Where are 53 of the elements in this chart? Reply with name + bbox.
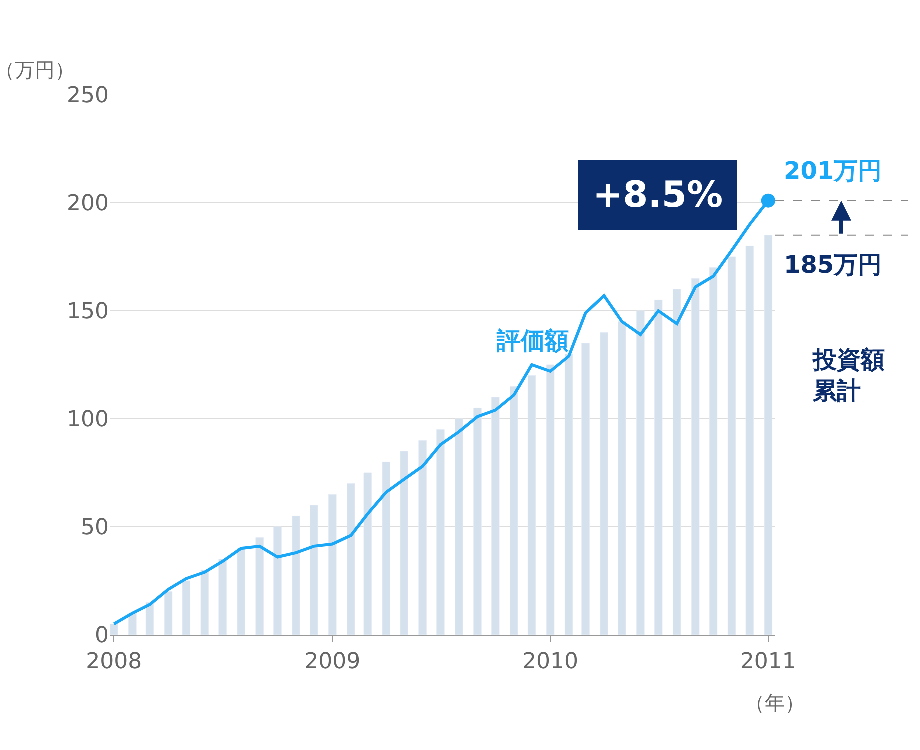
bar xyxy=(182,580,191,635)
bar xyxy=(654,300,663,635)
bar xyxy=(764,235,773,635)
bar xyxy=(328,494,337,635)
bar xyxy=(128,613,137,635)
bar xyxy=(728,256,736,635)
bar xyxy=(546,364,555,635)
y-tick-label: 150 xyxy=(67,300,109,325)
bar xyxy=(364,472,372,635)
annotation: +8.5% xyxy=(593,175,724,216)
bar xyxy=(274,526,282,635)
bar xyxy=(691,278,700,635)
bar xyxy=(510,386,518,635)
bar xyxy=(200,570,210,635)
y-tick-label: 50 xyxy=(81,516,109,541)
bar xyxy=(400,451,408,635)
bar xyxy=(618,322,626,635)
ref-line-label: 201万円 xyxy=(784,157,882,185)
bar xyxy=(418,440,427,635)
bar xyxy=(164,592,173,635)
y-axis-title: （万円） xyxy=(0,58,75,82)
y-tick-label: 100 xyxy=(67,408,109,433)
bar xyxy=(600,332,608,635)
x-tick-label: 2009 xyxy=(304,649,361,674)
bar xyxy=(218,559,227,635)
bar xyxy=(237,548,246,635)
y-tick-label: 200 xyxy=(67,192,109,217)
bar xyxy=(582,343,590,635)
bar xyxy=(746,246,754,635)
bar xyxy=(564,354,574,635)
bar xyxy=(672,289,682,635)
series-label: 評価額 xyxy=(496,327,569,355)
series-label: 投資額累計 xyxy=(812,346,885,406)
bar xyxy=(636,310,645,635)
bar xyxy=(347,484,356,635)
ref-line-label: 185万円 xyxy=(784,251,882,279)
x-axis-title: （年） xyxy=(745,691,805,715)
bar xyxy=(474,408,482,635)
x-tick-label: 2011 xyxy=(740,649,796,674)
x-tick-label: 2010 xyxy=(522,649,579,674)
bar xyxy=(110,624,118,635)
y-tick-label: 250 xyxy=(67,84,109,109)
bar xyxy=(436,430,445,635)
bar xyxy=(709,268,718,635)
bar xyxy=(310,505,318,635)
bar xyxy=(292,516,300,635)
bar xyxy=(528,376,536,635)
bar xyxy=(256,538,264,635)
bar xyxy=(455,418,464,635)
bar xyxy=(382,462,391,635)
y-tick-label: 0 xyxy=(95,624,109,649)
bar xyxy=(492,397,500,635)
x-tick-label: 2008 xyxy=(86,649,142,674)
